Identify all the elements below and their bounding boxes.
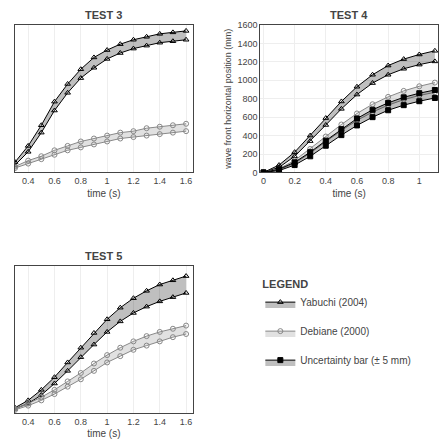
svg-text:1.2: 1.2 bbox=[127, 176, 140, 186]
svg-text:Uncertainty bar (± 5 mm): Uncertainty bar (± 5 mm) bbox=[300, 355, 411, 366]
svg-text:0: 0 bbox=[253, 168, 258, 178]
svg-text:time (s): time (s) bbox=[87, 188, 120, 199]
svg-text:0.4: 0.4 bbox=[22, 417, 35, 427]
svg-text:wave front horizontal position: wave front horizontal position (mm) bbox=[223, 29, 233, 170]
svg-text:800: 800 bbox=[243, 94, 258, 104]
svg-text:0.6: 0.6 bbox=[48, 176, 61, 186]
svg-text:Yabuchi (2004): Yabuchi (2004) bbox=[300, 297, 367, 308]
svg-text:TEST 3: TEST 3 bbox=[85, 9, 122, 21]
svg-text:0.8: 0.8 bbox=[75, 417, 88, 427]
svg-text:1: 1 bbox=[105, 417, 110, 427]
svg-text:1000: 1000 bbox=[238, 75, 258, 85]
svg-text:1.6: 1.6 bbox=[180, 417, 193, 427]
svg-text:0.4: 0.4 bbox=[22, 176, 35, 186]
svg-text:1400: 1400 bbox=[238, 39, 258, 49]
svg-text:1.2: 1.2 bbox=[127, 417, 140, 427]
svg-text:1: 1 bbox=[105, 176, 110, 186]
svg-text:1200: 1200 bbox=[238, 57, 258, 67]
svg-text:400: 400 bbox=[243, 131, 258, 141]
svg-text:0.8: 0.8 bbox=[75, 176, 88, 186]
svg-text:1600: 1600 bbox=[238, 20, 258, 30]
svg-text:1.4: 1.4 bbox=[154, 176, 167, 186]
svg-text:600: 600 bbox=[243, 112, 258, 122]
svg-text:TEST 5: TEST 5 bbox=[85, 250, 122, 262]
svg-text:TEST 4: TEST 4 bbox=[330, 9, 368, 21]
svg-text:200: 200 bbox=[243, 149, 258, 159]
svg-text:time (s): time (s) bbox=[87, 428, 120, 439]
svg-text:0.8: 0.8 bbox=[382, 176, 395, 186]
svg-text:1.6: 1.6 bbox=[180, 176, 193, 186]
svg-text:0.2: 0.2 bbox=[288, 176, 301, 186]
svg-text:1: 1 bbox=[417, 176, 422, 186]
svg-text:1.4: 1.4 bbox=[154, 417, 167, 427]
svg-text:0.4: 0.4 bbox=[320, 176, 333, 186]
svg-text:0.6: 0.6 bbox=[351, 176, 364, 186]
svg-text:0.6: 0.6 bbox=[48, 417, 61, 427]
svg-text:time (s): time (s) bbox=[332, 188, 365, 199]
svg-text:Debiane (2000): Debiane (2000) bbox=[300, 326, 369, 337]
svg-text:0: 0 bbox=[261, 176, 266, 186]
svg-text:LEGEND: LEGEND bbox=[262, 278, 308, 290]
